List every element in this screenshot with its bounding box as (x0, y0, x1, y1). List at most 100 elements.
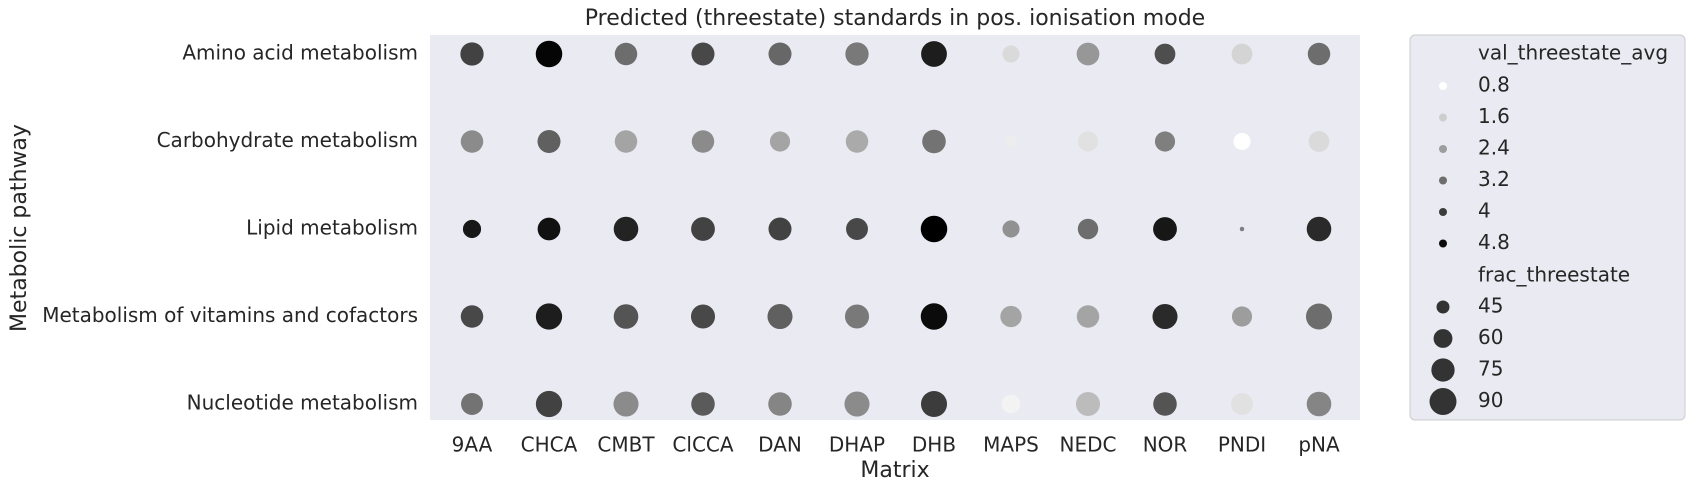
x-tick-label: 9AA (452, 433, 493, 457)
bubble (768, 217, 792, 241)
bubble (1231, 43, 1253, 65)
bubble (768, 42, 792, 66)
bubble (691, 217, 715, 241)
bubble (844, 391, 870, 417)
x-tick-label: DAN (758, 433, 802, 457)
bubble (1077, 218, 1099, 240)
bubble (844, 304, 870, 329)
bubble (1076, 305, 1100, 328)
bubble (537, 129, 561, 154)
y-tick-label: Amino acid metabolism (182, 41, 418, 65)
bubble (691, 392, 715, 416)
bubble (1075, 391, 1101, 417)
bubble (460, 305, 484, 328)
bubble (613, 391, 639, 417)
legend-label: 60 (1478, 325, 1503, 349)
legend-label: 3.2 (1478, 167, 1510, 191)
bubble (845, 42, 869, 66)
bubble (768, 392, 792, 416)
bubble (535, 303, 563, 330)
x-tick-label: PNDI (1218, 433, 1266, 457)
legend (1409, 34, 1686, 421)
bubble (769, 131, 791, 152)
x-tick-label: ClCCA (672, 433, 733, 457)
bubble (921, 41, 947, 67)
legend-marker (1439, 239, 1447, 248)
bubble (691, 42, 715, 66)
x-tick-label: CMBT (597, 433, 655, 457)
bubble (1233, 132, 1251, 151)
bubble (920, 390, 948, 418)
bubble (1231, 393, 1253, 415)
chart-title: Predicted (threestate) standards in pos.… (585, 6, 1205, 31)
bubble (1153, 217, 1177, 241)
bubble (1153, 392, 1177, 416)
x-axis-label: Matrix (860, 458, 929, 483)
bubble (461, 393, 483, 415)
legend-title: val_threestate_avg (1478, 41, 1668, 65)
legend-label: 90 (1478, 388, 1503, 412)
bubble (1308, 131, 1330, 152)
y-tick-label: Lipid metabolism (246, 216, 418, 240)
legend-marker (1436, 300, 1450, 314)
bubble (613, 304, 639, 329)
legend-title: frac_threestate (1478, 263, 1630, 287)
bubble (1000, 305, 1022, 328)
bubble (535, 40, 563, 68)
bubble (1002, 45, 1020, 63)
bubble (1002, 220, 1020, 238)
bubble (462, 219, 482, 239)
legend-marker (1439, 145, 1447, 153)
bubble (1306, 391, 1332, 417)
bubble (920, 303, 948, 330)
bubble (613, 216, 639, 242)
x-tick-label: DHAP (829, 433, 885, 457)
legend-label: 4 (1478, 199, 1491, 223)
legend-marker (1439, 176, 1447, 185)
legend-marker (1439, 113, 1447, 122)
x-tick-label: DHB (912, 433, 956, 457)
y-axis-label: Metabolic pathway (7, 124, 32, 332)
legend-label: 2.4 (1478, 136, 1510, 160)
bubble (1001, 394, 1021, 414)
bubble (1239, 226, 1245, 232)
legend-marker (1439, 82, 1447, 90)
bubble (1154, 131, 1176, 152)
legend-label: 1.6 (1478, 104, 1510, 128)
bubble (767, 303, 793, 330)
bubble (1305, 303, 1333, 330)
legend-marker (1431, 358, 1455, 382)
bubble (1307, 42, 1331, 66)
bubble (535, 390, 563, 418)
bubble (460, 130, 484, 153)
legend-label: 4.8 (1478, 230, 1510, 254)
bubble (460, 42, 484, 66)
x-tick-label: NOR (1143, 433, 1188, 457)
legend-marker (1439, 208, 1447, 216)
bubble (1231, 306, 1253, 327)
x-tick-label: MAPS (983, 433, 1039, 457)
bubble (1152, 303, 1178, 330)
bubble (614, 42, 638, 66)
legend-label: 45 (1478, 294, 1503, 318)
x-tick-label: pNA (1298, 433, 1340, 457)
bubble (691, 130, 715, 153)
bubble (920, 215, 948, 243)
y-tick-label: Carbohydrate metabolism (157, 128, 418, 152)
bubble (922, 129, 946, 154)
y-tick-label: Nucleotide metabolism (187, 391, 418, 415)
bubble (845, 130, 869, 153)
bubble (614, 130, 638, 153)
bubble (537, 217, 561, 241)
legend-label: 75 (1478, 357, 1503, 381)
plot-area (430, 35, 1360, 420)
legend-marker (1429, 388, 1457, 415)
bubble (1077, 131, 1099, 152)
bubble (1005, 135, 1017, 148)
legend-marker (1433, 329, 1453, 348)
bubble (690, 304, 716, 329)
y-tick-label: Metabolism of vitamins and cofactors (42, 303, 418, 327)
bubble (1076, 42, 1100, 66)
legend-label: 0.8 (1478, 73, 1510, 97)
